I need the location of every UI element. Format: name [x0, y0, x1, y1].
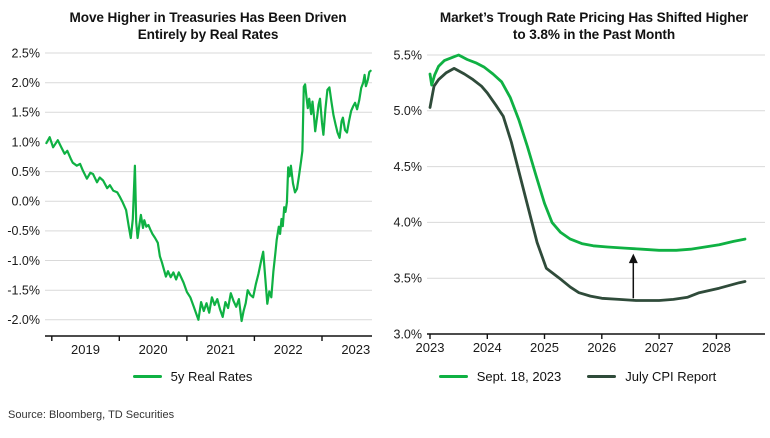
legend-item: Sept. 18, 2023: [438, 369, 562, 384]
source-note: Source: Bloomberg, TD Securities: [8, 409, 175, 421]
x-tick-label: 2021: [206, 342, 235, 357]
y-tick-label: 4.5%: [394, 160, 423, 174]
legend-label: July CPI Report: [625, 369, 717, 384]
right-chart-title: Market’s Trough Rate Pricing Has Shifted…: [423, 10, 765, 44]
legend-line-icon: [438, 374, 468, 379]
y-tick-label: 3.5%: [394, 272, 423, 286]
chart-panel-right: Market’s Trough Rate Pricing Has Shifted…: [385, 0, 770, 400]
y-tick-label: 0.0%: [12, 195, 41, 209]
y-tick-label: 2.5%: [12, 46, 41, 60]
y-tick-label: 5.5%: [394, 48, 423, 62]
y-tick-label: 4.0%: [394, 216, 423, 230]
legend-line-icon: [132, 374, 162, 379]
y-tick-label: -1.5%: [7, 284, 40, 298]
right-chart-plot: 5.5% 5.0% 4.5% 4.0% 3.5% 3.0%2023 2024 2025 2026…: [394, 48, 765, 355]
legend-item: July CPI Report: [587, 369, 716, 384]
legend-item: 5y Real Rates: [132, 369, 253, 384]
x-tick-label: 2026: [587, 340, 616, 355]
x-tick-label: 2020: [139, 342, 168, 357]
legend-label: Sept. 18, 2023: [476, 369, 562, 384]
legend-line-icon: [587, 374, 617, 379]
right-chart-title-line2: to 3.8% in the Past Month: [512, 26, 676, 42]
series-line-5y-real-rates: [45, 69, 372, 323]
left-chart-title-line1: Move Higher in Treasuries Has Been Drive…: [69, 10, 347, 25]
x-tick-label: 2019: [71, 342, 100, 357]
left-chart-title: Move Higher in Treasuries Has Been Drive…: [40, 10, 376, 44]
x-tick-label: 2022: [274, 342, 303, 357]
series-line-july-cpi-report: [428, 67, 747, 302]
series-line-sept-18-2023: [428, 53, 747, 252]
x-tick-label: 2025: [530, 340, 559, 355]
y-tick-label: 0.5%: [12, 165, 41, 179]
x-tick-label: 2027: [645, 340, 674, 355]
x-tick-label: 2023: [341, 342, 370, 357]
y-tick-label: 3.0%: [394, 327, 423, 341]
shift-arrow-head-icon: [628, 253, 638, 264]
y-tick-label: -2.0%: [7, 313, 40, 327]
y-tick-label: 1.0%: [12, 135, 41, 149]
y-tick-label: 1.5%: [12, 106, 41, 120]
chart-panel-left: Move Higher in Treasuries Has Been Drive…: [0, 0, 385, 400]
y-tick-label: 2.0%: [12, 76, 41, 90]
left-chart-legend: 5y Real Rates: [0, 369, 385, 384]
legend-label: 5y Real Rates: [170, 369, 253, 384]
left-chart-title-line2: Entirely by Real Rates: [137, 26, 279, 42]
y-tick-label: -0.5%: [7, 224, 40, 238]
right-chart-legend: Sept. 18, 2023 July CPI Report: [385, 369, 770, 384]
y-tick-label: 5.0%: [394, 104, 423, 118]
y-tick-label: -1.0%: [7, 254, 40, 268]
right-chart-title-line1: Market’s Trough Rate Pricing Has Shifted…: [439, 10, 749, 25]
left-chart-plot: 2.5% 2.0% 1.5% 1.0% 0.5% 0.0% -0.5% -1.0% -1.5% -…: [7, 46, 372, 357]
x-tick-label: 2024: [473, 340, 502, 355]
x-tick-label: 2023: [416, 340, 445, 355]
x-tick-label: 2028: [702, 340, 731, 355]
